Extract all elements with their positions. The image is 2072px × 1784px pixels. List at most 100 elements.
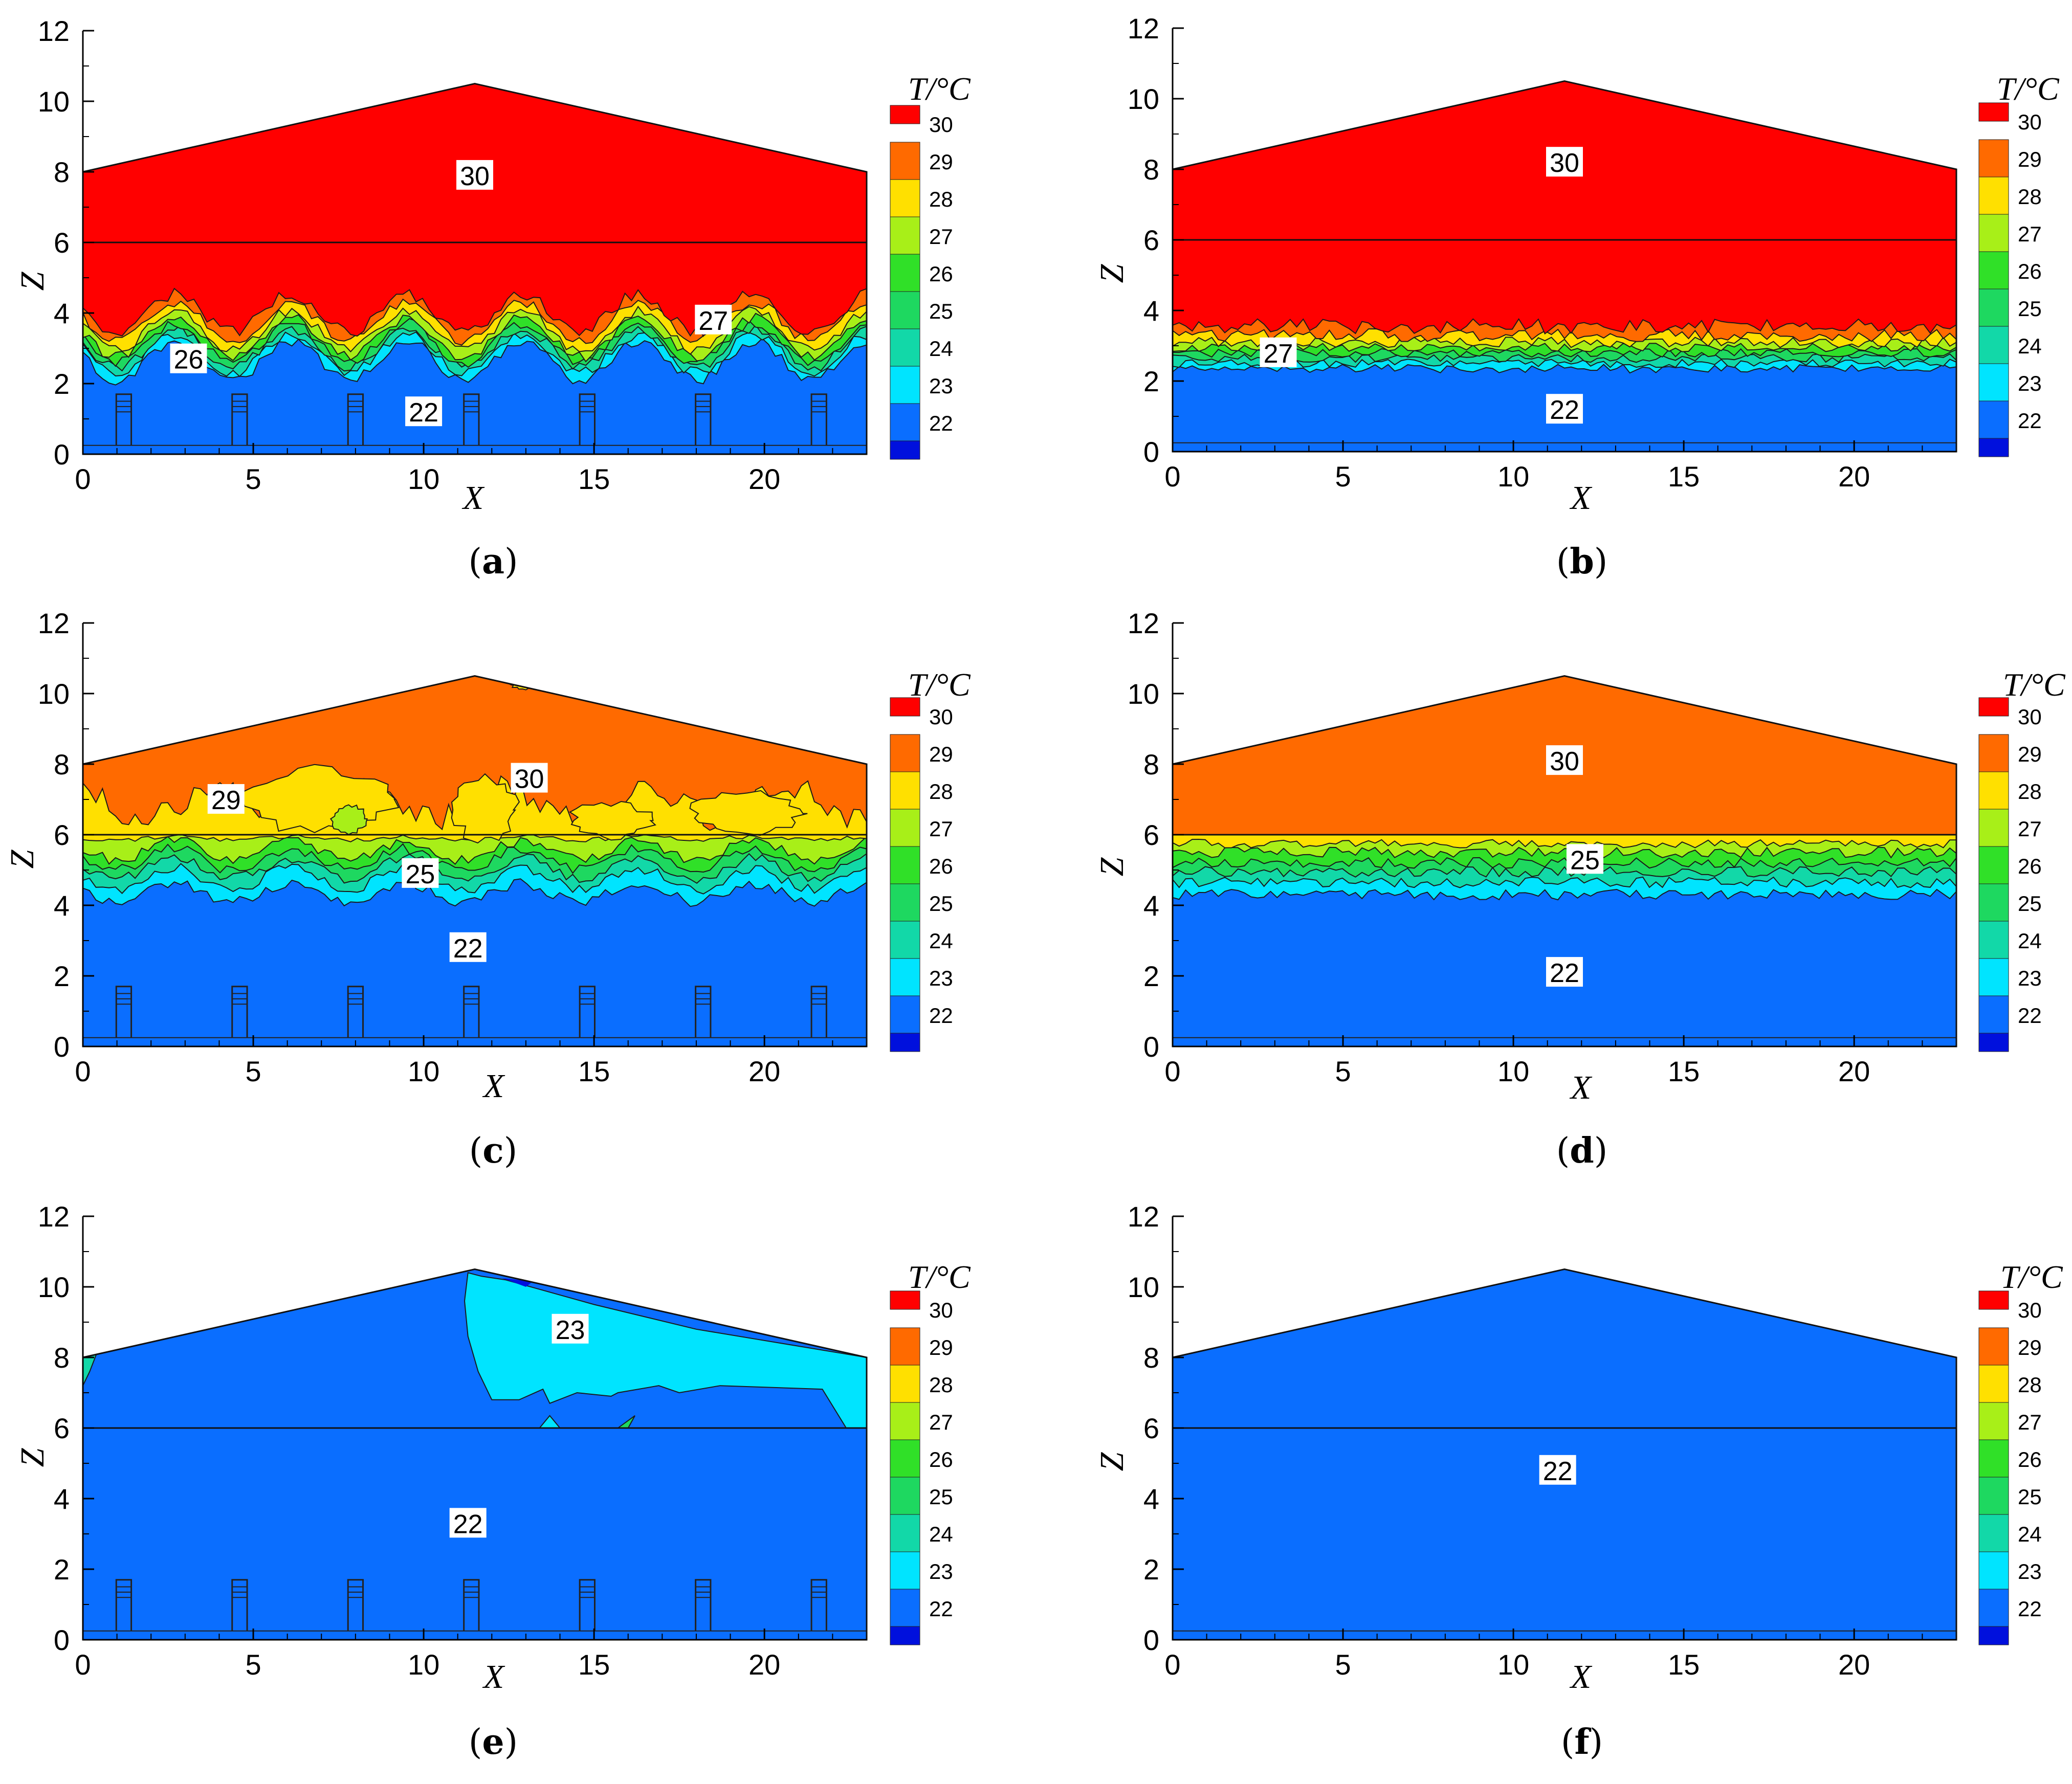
colorbar-label: 28: [2018, 185, 2042, 209]
colorbar-swatch: [890, 142, 920, 180]
caption-panel-a: (a): [468, 541, 518, 582]
x-tick-label: 15: [1668, 1648, 1700, 1681]
svg-text:22: 22: [1550, 958, 1579, 988]
caption-panel-c: (c): [469, 1130, 518, 1171]
colorbar-swatch: [890, 216, 920, 255]
contour-label: 22: [405, 396, 443, 428]
contour-label: 23: [552, 1313, 589, 1345]
colorbar-label: 22: [929, 1004, 953, 1028]
x-tick-label: 5: [1335, 1648, 1351, 1681]
colorbar-swatch: [890, 1365, 920, 1403]
y-tick-label: 0: [1143, 1031, 1159, 1063]
colorbar-label: 29: [2018, 1335, 2042, 1359]
x-axis-label: X: [461, 479, 485, 517]
y-tick-label: 4: [1143, 889, 1159, 922]
colorbar-label: 28: [929, 779, 953, 804]
inlet-duct: [463, 393, 480, 445]
colorbar-swatch: [1978, 958, 2009, 996]
x-tick-label: 15: [1668, 1055, 1700, 1087]
x-tick-label: 15: [578, 463, 610, 495]
y-tick-label: 8: [54, 156, 70, 188]
colorbar-label: 24: [2018, 929, 2042, 953]
y-tick-label: 4: [1143, 295, 1159, 327]
contour-band-30: [1173, 81, 1956, 335]
y-tick-label: 10: [38, 678, 70, 710]
contour-band-29: [1173, 676, 1956, 835]
colorbar-label: 25: [929, 299, 953, 323]
colorbar-swatch: [890, 958, 920, 996]
y-tick-label: 0: [54, 1031, 70, 1063]
y-tick-label: 10: [1128, 83, 1159, 115]
inlet-duct: [695, 986, 712, 1038]
colorbar-label: 28: [2018, 1373, 2042, 1397]
colorbar-swatch: [890, 995, 920, 1034]
y-tick-label: 2: [54, 1553, 70, 1586]
y-tick-label: 8: [1143, 153, 1159, 186]
contour-label: 26: [170, 343, 207, 375]
inlet-duct: [579, 986, 596, 1038]
colorbar-swatch: [1978, 1033, 2009, 1052]
x-tick-label: 5: [245, 1055, 261, 1087]
colorbar-label: 29: [2018, 742, 2042, 766]
colorbar-swatch: [1978, 1290, 2009, 1310]
contour-label: 22: [449, 932, 487, 964]
svg-text:25: 25: [406, 860, 435, 889]
contour-label: 22: [1546, 394, 1583, 425]
contour-label: 22: [449, 1508, 487, 1539]
colorbar-swatch: [1978, 1626, 2009, 1645]
colorbar-swatch: [1978, 771, 2009, 810]
colorbar-swatch: [890, 697, 920, 717]
colorbar-swatch: [1978, 102, 2009, 122]
colorbar-swatch: [890, 1439, 920, 1478]
colorbar-label: 23: [2018, 1559, 2042, 1584]
colorbar-label: 30: [2018, 110, 2042, 134]
colorbar-label: 30: [929, 113, 953, 137]
x-tick-label: 10: [408, 1648, 439, 1681]
field-base: [1173, 1269, 1956, 1640]
inlet-duct: [347, 986, 364, 1038]
y-tick-label: 6: [1143, 1412, 1159, 1444]
inlet-duct: [231, 986, 248, 1038]
colorbar-label: 24: [929, 1522, 953, 1546]
y-tick-label: 2: [1143, 365, 1159, 397]
colorbar-label: 27: [2018, 222, 2042, 246]
contour-label: 29: [207, 784, 245, 815]
svg-text:30: 30: [1550, 148, 1579, 178]
contour-field: [1173, 1269, 1956, 1640]
svg-text:22: 22: [453, 934, 483, 964]
svg-text:22: 22: [1543, 1457, 1573, 1486]
y-tick-label: 0: [1143, 436, 1159, 468]
colorbar-label: 30: [929, 1298, 953, 1322]
colorbar-label: 29: [929, 742, 953, 766]
x-axis-label: X: [482, 1067, 505, 1105]
svg-text:30: 30: [460, 162, 490, 191]
colorbar-swatch: [890, 734, 920, 772]
x-axis-label: X: [1569, 479, 1593, 517]
contour-label: 30: [511, 763, 548, 794]
y-tick-label: 10: [1128, 1271, 1159, 1303]
colorbar-swatch: [1978, 809, 2009, 847]
colorbar-label: 25: [929, 1485, 953, 1509]
y-tick-label: 2: [1143, 1553, 1159, 1586]
inlet-duct: [231, 1579, 248, 1631]
x-tick-label: 0: [75, 1648, 91, 1681]
y-tick-label: 6: [54, 227, 70, 259]
y-tick-label: 6: [54, 1412, 70, 1444]
colorbar-title: T/°C: [2003, 666, 2066, 703]
colorbar-swatch: [1978, 921, 2009, 959]
inlet-duct: [810, 986, 827, 1038]
svg-text:26: 26: [174, 345, 204, 375]
colorbar-label: 30: [929, 705, 953, 729]
colorbar-swatch: [890, 440, 920, 460]
y-tick-label: 8: [1143, 1342, 1159, 1374]
colorbar-swatch: [890, 1327, 920, 1366]
inlet-duct: [579, 1579, 596, 1631]
colorbar-swatch: [890, 328, 920, 367]
contour-blob: [451, 773, 520, 844]
inlet-duct: [347, 1579, 364, 1631]
colorbar-label: 23: [929, 1559, 953, 1584]
colorbar-label: 22: [2018, 1004, 2042, 1028]
inlet-duct: [695, 1579, 712, 1631]
inlet-duct: [810, 393, 827, 445]
